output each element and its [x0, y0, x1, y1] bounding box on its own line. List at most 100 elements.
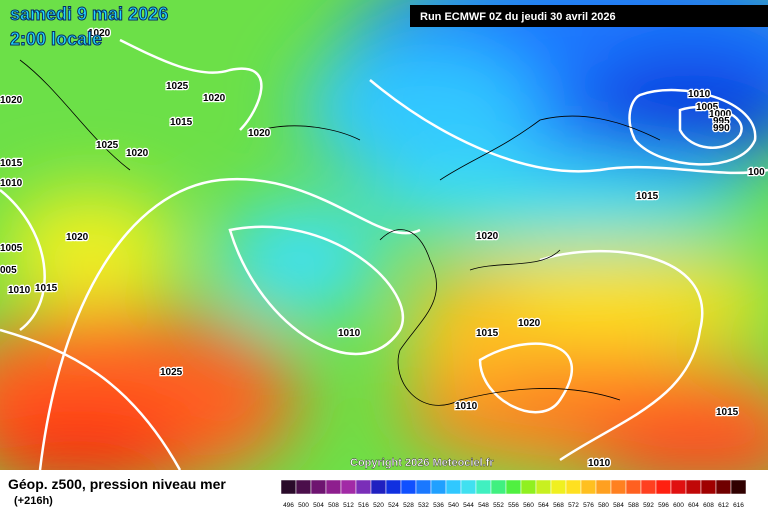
colorbar-swatch	[400, 479, 417, 495]
footer-title: Géop. z500, pression niveau mer	[8, 476, 226, 492]
colorbar-swatch	[640, 479, 657, 495]
isobar-label: 1010	[588, 458, 611, 469]
isobar-label: 1015	[636, 191, 659, 202]
colorbar-label: 580	[598, 502, 609, 509]
colorbar-swatch	[355, 479, 372, 495]
colorbar-label: 604	[688, 502, 699, 509]
colorbar-label: 524	[388, 502, 399, 509]
isobar-label: 1015	[0, 158, 23, 169]
copyright: Copyright 2026 Meteociel.fr	[350, 457, 494, 469]
isobar-label: 1020	[248, 128, 271, 139]
colorbar-swatch	[595, 479, 612, 495]
isobar-label: 1020	[518, 318, 541, 329]
colorbar-label: 600	[673, 502, 684, 509]
isobar-label: 1020	[88, 28, 111, 39]
colorbar-label: 500	[298, 502, 309, 509]
isobar-labels: 1020 1020 1025 1020 1015 1020 1025 1020 1015 1010…	[0, 27, 766, 471]
colorbar-label: 504	[313, 502, 324, 509]
colorbar-swatch	[370, 479, 387, 495]
colorbar-label: 592	[643, 502, 654, 509]
colorbar-label: 528	[403, 502, 414, 509]
colorbar-label: 532	[418, 502, 429, 509]
colorbar-swatch	[715, 479, 732, 495]
colorbar-swatch	[385, 479, 402, 495]
run-box	[410, 5, 768, 27]
isobar-label: 1005	[696, 102, 719, 113]
colorbar-swatch	[310, 479, 327, 495]
colorbar-swatch	[475, 479, 492, 495]
colorbar-label: 560	[523, 502, 534, 509]
colorbar-swatch	[700, 479, 717, 495]
colorbar-label: 540	[448, 502, 459, 509]
colorbar-swatch	[325, 479, 342, 495]
isobar-label: 1020	[476, 231, 499, 242]
colorbar-swatch	[520, 479, 537, 495]
isobar-label: 1025	[166, 81, 189, 92]
isobar-label: 1010	[338, 328, 361, 339]
colorbar-label: 572	[568, 502, 579, 509]
isobar-label: 1020	[66, 232, 89, 243]
colorbar-label: 556	[508, 502, 519, 509]
colorbar-label: 520	[373, 502, 384, 509]
isobar-label: 1010	[455, 401, 478, 412]
isobar-label: 1025	[160, 367, 183, 378]
colorbar-label: 508	[328, 502, 339, 509]
colorbar-label: 512	[343, 502, 354, 509]
colorbar-swatch	[445, 479, 462, 495]
colorbar-swatch	[430, 479, 447, 495]
colorbar-swatch	[610, 479, 627, 495]
forecast-lead: (+216h)	[14, 495, 53, 507]
isobar-label: 1000	[709, 109, 732, 120]
isobar-label: 1020	[0, 95, 23, 106]
isobar-label: 1025	[96, 140, 119, 151]
colorbar-swatch	[280, 479, 297, 495]
colorbar-label: 552	[493, 502, 504, 509]
colorbar-swatch	[295, 479, 312, 495]
colorbar-swatch	[460, 479, 477, 495]
colorbar: 496 500 504 508 512 516 520 524 528 532 536 540 544 5…	[280, 479, 747, 509]
colorbar-label: 608	[703, 502, 714, 509]
colorbar-swatch	[655, 479, 672, 495]
colorbar-label: 548	[478, 502, 489, 509]
isobars	[0, 38, 768, 471]
colorbar-label: 564	[538, 502, 549, 509]
colorbar-label: 496	[283, 502, 294, 509]
colorbar-swatch	[535, 479, 552, 495]
colorbar-swatch	[505, 479, 522, 495]
colorbar-swatch	[580, 479, 597, 495]
colorbar-label: 596	[658, 502, 669, 509]
isobar-label: 1005	[0, 243, 23, 254]
forecast-date: samedi 9 mai 2026	[10, 4, 168, 24]
isobar-label: 1015	[170, 117, 193, 128]
isobar-label: 005	[0, 265, 17, 276]
colorbar-label: 616	[733, 502, 744, 509]
colorbar-label: 568	[553, 502, 564, 509]
isobar-label: 1015	[716, 407, 739, 418]
colorbar-swatch	[730, 479, 747, 495]
colorbar-label: 612	[718, 502, 729, 509]
colorbar-swatch	[625, 479, 642, 495]
colorbar-swatch	[415, 479, 432, 495]
isobar-label: 1010	[0, 178, 23, 189]
run-info: Run ECMWF 0Z du jeudi 30 avril 2026	[420, 11, 616, 23]
isobar-label: 1015	[476, 328, 499, 339]
colorbar-label: 588	[628, 502, 639, 509]
colorbar-swatch	[340, 479, 357, 495]
isobar-label: 1010	[688, 89, 711, 100]
isobar-label: 1015	[35, 283, 58, 294]
colorbar-swatch	[550, 479, 567, 495]
colorbar-swatch	[490, 479, 507, 495]
colorbar-label: 544	[463, 502, 474, 509]
isobar-label: 1020	[203, 93, 226, 104]
isobar-label: 990	[713, 123, 730, 134]
colorbar-label: 576	[583, 502, 594, 509]
colorbar-swatch	[685, 479, 702, 495]
forecast-time: 2:00 locale	[10, 29, 102, 49]
isobar-label: 995	[713, 116, 730, 127]
isobar-label: 100	[748, 167, 765, 178]
colorbar-swatch	[670, 479, 687, 495]
isobar-label: 1020	[126, 148, 149, 159]
coastlines	[19, 59, 661, 406]
colorbar-label: 584	[613, 502, 624, 509]
